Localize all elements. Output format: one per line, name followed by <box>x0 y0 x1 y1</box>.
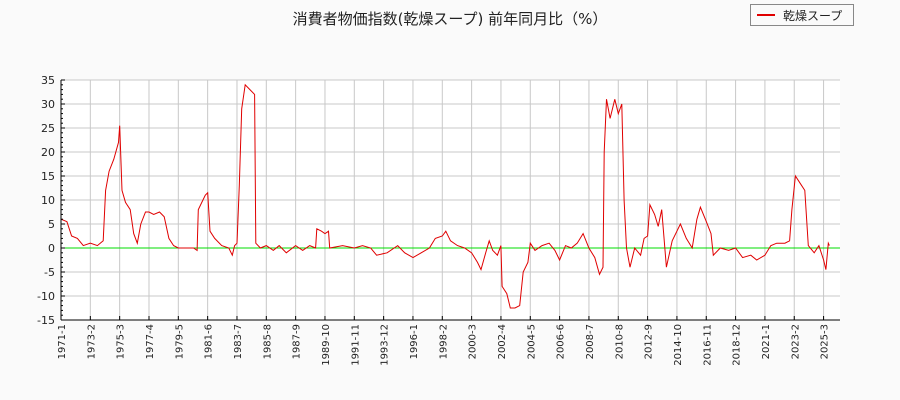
y-tick-label: -10 <box>37 290 55 303</box>
y-tick-label: 20 <box>41 146 55 159</box>
y-axis-ticks: 35 30 25 20 15 10 5 0 -5 -10 -15 <box>37 74 55 327</box>
x-tick-label: 2018-12 <box>732 324 743 366</box>
gridlines <box>60 79 840 321</box>
data-series <box>60 83 830 309</box>
x-tick-label: 2023-2 <box>790 324 801 359</box>
x-tick-label: 1996-1 <box>409 324 420 359</box>
axes <box>60 79 840 321</box>
x-axis-ticks: 1971-1 1973-2 1975-3 1977-4 1979-5 1981-6 1983… <box>57 324 831 366</box>
x-tick-label: 2008-7 <box>585 324 596 359</box>
y-tick-label: 0 <box>48 242 55 255</box>
x-tick-label: 1973-2 <box>86 324 97 359</box>
y-tick-label: 10 <box>41 194 55 207</box>
x-tick-label: 2000-3 <box>468 324 479 359</box>
legend-label: 乾燥スープ <box>783 8 843 23</box>
x-tick-label: 1979-5 <box>174 324 185 359</box>
x-tick-label: 1971-1 <box>57 324 68 359</box>
x-tick-label: 2025-3 <box>820 324 831 359</box>
x-tick-label: 1985-8 <box>262 324 273 359</box>
x-tick-label: 2012-9 <box>644 324 655 359</box>
chart-title: 消費者物価指数(乾燥スープ) 前年同月比（%） <box>292 10 608 28</box>
x-tick-label: 1983-7 <box>233 324 244 359</box>
y-tick-label: 15 <box>41 170 55 183</box>
x-tick-label: 1975-3 <box>116 324 127 359</box>
x-tick-label: 2002-4 <box>497 324 508 359</box>
x-tick-label: 2004-5 <box>526 324 537 359</box>
y-tick-label: 25 <box>41 122 55 135</box>
y-tick-label: -5 <box>44 266 55 279</box>
y-tick-label: -15 <box>37 314 55 327</box>
x-tick-label: 1993-12 <box>380 324 391 366</box>
x-tick-label: 2021-1 <box>761 324 772 359</box>
x-tick-label: 1998-2 <box>438 324 449 359</box>
x-tick-label: 2014-10 <box>673 324 684 366</box>
y-tick-label: 30 <box>41 98 55 111</box>
y-tick-label: 5 <box>48 218 55 231</box>
x-tick-label: 1987-9 <box>292 324 303 359</box>
x-tick-label: 1981-6 <box>204 324 215 359</box>
legend-line-swatch <box>757 14 775 16</box>
x-tick-label: 2006-6 <box>556 324 567 359</box>
legend: 乾燥スープ <box>750 4 854 26</box>
y-tick-label: 35 <box>41 74 55 87</box>
x-tick-label: 1991-11 <box>350 324 361 366</box>
x-tick-label: 1989-10 <box>321 324 332 366</box>
x-tick-label: 1977-4 <box>145 324 156 359</box>
x-tick-label: 2016-11 <box>702 324 713 366</box>
x-tick-label: 2010-8 <box>614 324 625 359</box>
